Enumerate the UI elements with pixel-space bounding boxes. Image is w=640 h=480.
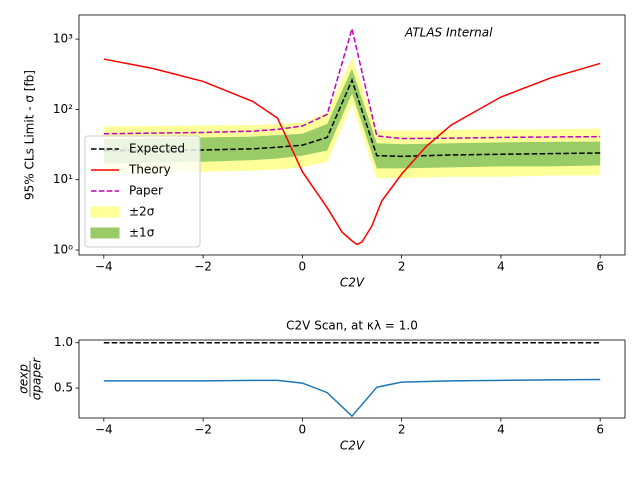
chart-title: C2V Scan, at κλ = 1.0 <box>286 319 418 333</box>
axes: −4 −2 0 2 4 6 10⁰ 10¹ 10² 10³ C2V 95% CLs Limit - σ… <box>23 14 626 290</box>
x-axis-label: C2V <box>340 276 365 290</box>
legend-frame <box>84 135 201 248</box>
x-tick-label: −4 <box>95 423 113 437</box>
line <box>103 78 601 158</box>
legend-label: Theory <box>128 163 171 177</box>
annotation: ATLAS Internal <box>404 26 493 40</box>
x-tick-label: 6 <box>596 423 604 437</box>
x-tick-label: 2 <box>398 260 406 274</box>
x-tick-label: 2 <box>398 423 406 437</box>
axes-frame <box>78 14 626 256</box>
line <box>103 58 601 246</box>
x-tick-label: 6 <box>596 260 604 274</box>
line <box>103 378 601 418</box>
y-axis-label: 95% CLs Limit - σ [fb] <box>23 70 37 200</box>
y-axis-label: σexp σpaper <box>17 357 44 401</box>
band <box>103 68 601 169</box>
line <box>103 25 601 140</box>
legend-label: ±1σ <box>129 226 155 240</box>
legend-swatch <box>90 227 120 239</box>
legend-label: Paper <box>129 184 163 198</box>
legend-label: ±2σ <box>129 205 155 219</box>
y-tick-label: 10³ <box>53 32 73 46</box>
y-label-denominator: σpaper <box>30 357 44 401</box>
x-tick-label: 4 <box>497 260 505 274</box>
x-tick-label: 0 <box>299 423 307 437</box>
y-label-numerator: σexp <box>17 364 31 394</box>
axes-frame <box>78 339 626 419</box>
x-tick-label: 0 <box>299 260 307 274</box>
x-tick-label: −2 <box>194 260 212 274</box>
x-tick-label: 4 <box>497 423 505 437</box>
y-tick-label: 1.0 <box>54 335 73 349</box>
legend-label: Expected <box>129 142 185 156</box>
x-tick-label: −2 <box>194 423 212 437</box>
axes: −4 −2 0 2 4 6 0.5 1.0 C2V σexp σpaper C2V Scan, at … <box>17 319 626 453</box>
legend: Expected Theory Paper ±2σ ±1σ <box>84 135 201 248</box>
legend-swatch <box>90 206 120 218</box>
x-axis-label: C2V <box>340 439 365 453</box>
y-tick-label: 0.5 <box>54 381 73 395</box>
y-tick-label: 10² <box>53 102 73 116</box>
x-tick-label: −4 <box>95 260 113 274</box>
y-tick-label: 10⁰ <box>53 243 73 257</box>
y-tick-label: 10¹ <box>53 172 73 186</box>
